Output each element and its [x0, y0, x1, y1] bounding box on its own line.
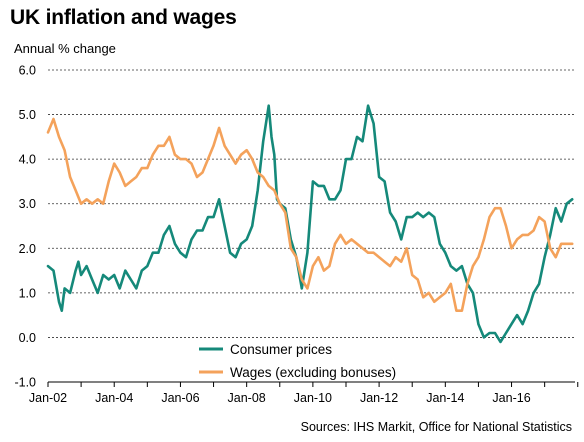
- x-tick-label: Jan-02: [29, 391, 67, 405]
- y-tick-label: 5.0: [19, 108, 36, 122]
- x-tick-label: Jan-04: [95, 391, 133, 405]
- x-tick-label: Jan-16: [492, 391, 530, 405]
- y-tick-label: 4.0: [19, 153, 36, 167]
- y-tick-label: 1.0: [19, 286, 36, 300]
- y-axis-label: Annual % change: [14, 41, 116, 56]
- y-tick-label: 2.0: [19, 242, 36, 256]
- legend-label-wages: Wages (excluding bonuses): [230, 365, 396, 380]
- y-tick-label: 0.0: [19, 331, 36, 345]
- x-tick-label: Jan-08: [228, 391, 266, 405]
- series-line-consumer-prices: [46, 104, 574, 344]
- legend-label-consumer-prices: Consumer prices: [230, 342, 332, 357]
- x-tick-label: Jan-12: [360, 391, 398, 405]
- chart-title: UK inflation and wages: [10, 6, 237, 29]
- y-tick-label: 6.0: [19, 64, 36, 78]
- source-note: Sources: IHS Markit, Office for National…: [300, 420, 572, 434]
- series-line-wages-excluding-bonuses: [46, 117, 574, 312]
- y-tick-labels: 6.0 5.0 4.0 3.0 2.0 1.0 0.0 -1.0: [14, 64, 36, 390]
- y-tick-label: 3.0: [19, 197, 36, 211]
- x-tick-label: Jan-06: [161, 391, 199, 405]
- x-axis: Jan-02 Jan-04 Jan-06 Jan-08 Jan-10 Jan-12 Jan-…: [29, 381, 579, 405]
- legend: Consumer prices Wages (excluding bonuses…: [199, 342, 396, 380]
- x-tick-label: Jan-10: [294, 391, 332, 405]
- x-tick-label: Jan-14: [426, 391, 464, 405]
- series-lines: [46, 104, 574, 344]
- y-tick-label: -1.0: [14, 376, 36, 390]
